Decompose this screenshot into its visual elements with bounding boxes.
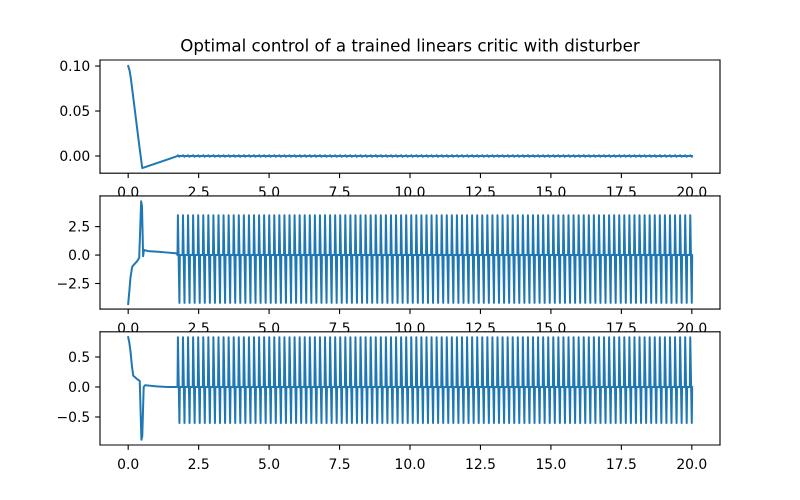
subplot-1: 0.0 2.5 5.0 7.5 10.0 12.5 15.0 17.5 20.00.100.05… bbox=[59, 37, 721, 201]
series-line bbox=[126, 336, 694, 441]
x-tick-label: 7.5 bbox=[328, 457, 350, 473]
y-tick-label: −0.5 bbox=[57, 410, 91, 426]
x-tick-label: 17.5 bbox=[606, 457, 637, 473]
y-tick-label: 2.5 bbox=[68, 220, 90, 236]
y-tick-label: 0.10 bbox=[59, 59, 90, 75]
series-line bbox=[127, 200, 694, 306]
x-tick-label: 15.0 bbox=[535, 457, 566, 473]
x-tick-label: 5.0 bbox=[258, 457, 280, 473]
x-tick-label: 12.5 bbox=[465, 457, 496, 473]
y-tick-label: 0.00 bbox=[59, 149, 90, 165]
x-tick-label: 2.5 bbox=[188, 457, 210, 473]
x-tick-label: 20.0 bbox=[676, 457, 707, 473]
y-tick-label: 0.05 bbox=[59, 104, 90, 120]
series-line bbox=[126, 64, 694, 170]
y-tick-label: 0.5 bbox=[68, 350, 90, 366]
subplot-2: 0.0 2.5 5.0 7.5 10.0 12.5 15.0 17.5 20.02.50.0−2… bbox=[57, 195, 721, 337]
subplot-3: 0.0 2.5 5.0 7.5 10.0 12.5 15.0 17.5 20.0 0.5 0.0 −0… bbox=[57, 331, 721, 473]
y-tick-label: 0.0 bbox=[68, 248, 90, 264]
y-tick-label: 0.0 bbox=[68, 380, 90, 396]
x-tick-label: 0.0 bbox=[117, 457, 139, 473]
y-tick-label: −2.5 bbox=[57, 277, 91, 293]
chart-title: Optimal control of a trained linears cri… bbox=[180, 37, 640, 56]
x-tick-label: 10.0 bbox=[395, 457, 426, 473]
